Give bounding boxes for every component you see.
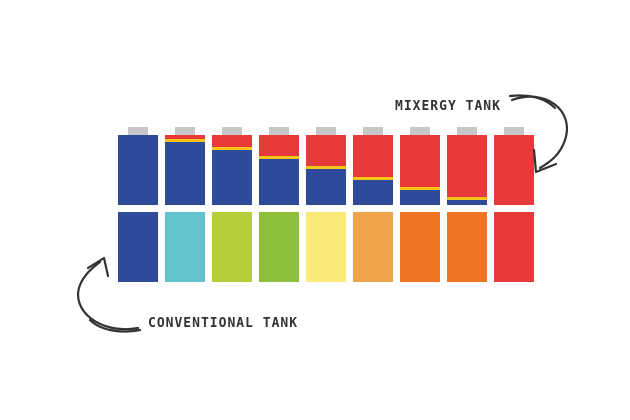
cap [457, 127, 477, 135]
arrow-curve [77, 260, 140, 331]
boundary [212, 147, 252, 150]
hot-layer [400, 135, 440, 188]
cap [128, 127, 148, 135]
tank [400, 212, 440, 282]
hot-water [165, 135, 534, 205]
cap [316, 127, 336, 135]
hot-layer [306, 135, 346, 167]
cap [222, 127, 242, 135]
tank [118, 212, 158, 282]
boundary [259, 156, 299, 159]
thermocline [165, 139, 487, 200]
tank [494, 212, 534, 282]
cap [269, 127, 289, 135]
arrow-head [86, 256, 110, 278]
mixergy-arrow [508, 94, 568, 174]
hot-layer [353, 135, 393, 178]
tank-caps [128, 127, 524, 135]
cap [504, 127, 524, 135]
hot-layer [259, 135, 299, 157]
boundary [400, 187, 440, 190]
arrow-head [532, 148, 558, 174]
boundary [447, 197, 487, 200]
cap [363, 127, 383, 135]
cap [410, 127, 430, 135]
mixergy-label: MIXERGY TANK [395, 99, 501, 114]
arrow-tail [508, 94, 557, 110]
tank-body [165, 135, 205, 205]
conventional-label: CONVENTIONAL TANK [148, 316, 298, 331]
hot-layer [494, 135, 534, 205]
tank [447, 212, 487, 282]
boundary [165, 139, 205, 142]
tank [212, 212, 252, 282]
hot-layer [165, 135, 205, 140]
tank [306, 212, 346, 282]
boundary [353, 177, 393, 180]
tank-body [118, 135, 158, 205]
hot-layer [447, 135, 487, 198]
arrow-tail [88, 318, 142, 333]
conventional-arrow [77, 256, 142, 333]
tank [165, 212, 205, 282]
hot-layer [212, 135, 252, 148]
tank [353, 212, 393, 282]
conventional-tanks [118, 212, 534, 282]
tank [259, 212, 299, 282]
cap [175, 127, 195, 135]
boundary [306, 166, 346, 169]
